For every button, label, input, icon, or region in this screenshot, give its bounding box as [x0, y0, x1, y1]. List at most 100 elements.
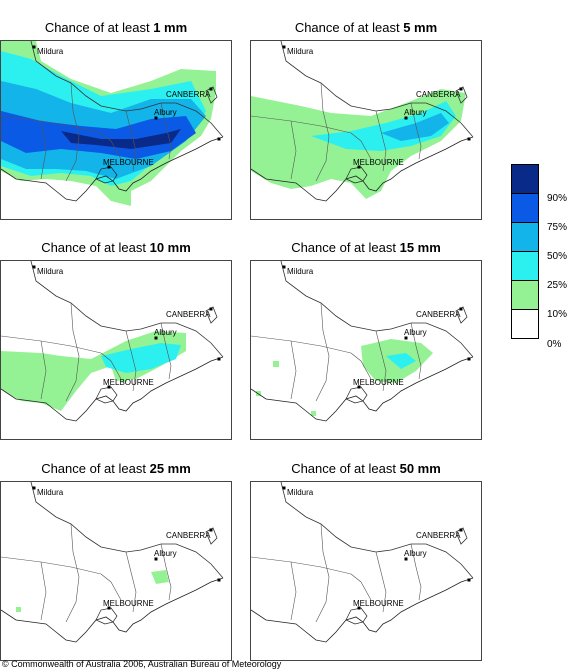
- port-phillip-bay: [345, 166, 368, 184]
- coastline: [251, 356, 474, 422]
- port-phillip-bay: [95, 607, 118, 625]
- label-melbourne: MELBOURNE: [353, 378, 404, 387]
- district-boundary: [251, 556, 352, 575]
- port-phillip-bay: [345, 386, 368, 404]
- label-canberra: CANBERRA: [166, 90, 211, 99]
- district-boundary: [125, 110, 137, 172]
- map-svg: Mildura CANBERRA Albury MELBOURNE: [251, 482, 474, 643]
- district-boundary: [375, 110, 387, 172]
- label-mildura: Mildura: [287, 47, 314, 56]
- label-melbourne: MELBOURNE: [103, 599, 154, 608]
- city-marker: [282, 486, 286, 490]
- port-phillip-bay: [95, 386, 118, 404]
- district-boundary: [410, 102, 422, 160]
- city-marker: [459, 528, 463, 532]
- city-marker: [357, 165, 361, 169]
- probability-cell: [41, 366, 49, 374]
- district-boundary: [160, 543, 172, 601]
- probability-region: [101, 343, 181, 373]
- city-marker: [357, 606, 361, 610]
- panel-title-50mm: Chance of at least 50 mm: [291, 461, 441, 476]
- legend-label-25: 25%: [547, 280, 568, 291]
- panel-title-10mm: Chance of at least 10 mm: [41, 240, 191, 255]
- city-marker: [404, 336, 408, 340]
- district-boundary: [315, 82, 330, 182]
- district-boundary: [125, 551, 137, 613]
- city-marker: [209, 87, 213, 91]
- city-marker: [459, 87, 463, 91]
- district-boundary: [290, 561, 297, 621]
- map-panel-1mm: Mildura CANBERRA Albury MELBOURNE: [0, 40, 232, 220]
- district-boundary: [410, 322, 422, 380]
- label-canberra: CANBERRA: [166, 310, 211, 319]
- label-canberra: CANBERRA: [416, 310, 461, 319]
- probability-cell: [16, 607, 21, 612]
- panel-title-1mm: Chance of at least 1 mm: [44, 20, 188, 35]
- port-phillip-bay: [345, 607, 368, 625]
- map-svg: Mildura CANBERRA Albury MELBOURNE: [1, 482, 224, 643]
- label-albury: Albury: [154, 549, 177, 558]
- city-marker: [32, 45, 36, 49]
- label-canberra: CANBERRA: [166, 531, 211, 540]
- label-melbourne: MELBOURNE: [103, 158, 154, 167]
- label-mildura: Mildura: [37, 267, 64, 276]
- probability-region: [311, 101, 456, 151]
- district-boundary: [160, 102, 172, 160]
- district-boundary: [100, 132, 122, 160]
- city-marker: [209, 307, 213, 311]
- legend-label-50: 50%: [547, 251, 568, 262]
- district-boundary: [65, 82, 80, 182]
- probability-region: [1, 111, 196, 159]
- map-panel-25mm: Mildura CANBERRA Albury MELBOURNE: [0, 481, 232, 661]
- label-melbourne: MELBOURNE: [103, 378, 154, 387]
- city-marker: [217, 357, 221, 361]
- district-boundary: [251, 335, 352, 354]
- label-mildura: Mildura: [287, 488, 314, 497]
- legend-swatch-50: [511, 222, 539, 252]
- copyright-notice: © Commonwealth of Australia 2006, Austra…: [2, 659, 282, 669]
- district-boundary: [315, 302, 330, 402]
- label-mildura: Mildura: [37, 488, 64, 497]
- city-marker: [154, 557, 158, 561]
- probability-cell: [311, 411, 316, 416]
- legend-label-10: 10%: [547, 309, 568, 320]
- district-boundary: [290, 340, 297, 400]
- city-marker: [107, 606, 111, 610]
- map-svg: Mildura CANBERRA Albury MELBOURNE: [251, 41, 474, 202]
- rain-probability-field: [1, 331, 186, 411]
- city-marker: [282, 265, 286, 269]
- district-boundary: [350, 573, 372, 601]
- city-marker: [467, 137, 471, 141]
- city-marker: [282, 45, 286, 49]
- district-boundary: [1, 556, 102, 575]
- probability-cell: [11, 376, 19, 384]
- label-albury: Albury: [404, 108, 427, 117]
- probability-region: [151, 570, 169, 584]
- coastline: [251, 577, 474, 643]
- city-marker: [32, 486, 36, 490]
- city-marker: [154, 116, 158, 120]
- city-marker: [467, 357, 471, 361]
- legend-label-75: 75%: [547, 222, 568, 233]
- city-marker: [217, 137, 221, 141]
- legend-swatch-25: [511, 251, 539, 281]
- district-boundary: [100, 352, 122, 380]
- rain-probability-field: [251, 89, 466, 199]
- port-phillip-bay: [95, 166, 118, 184]
- district-boundary: [410, 543, 422, 601]
- legend-label-90: 90%: [547, 193, 568, 204]
- rain-probability-field: [256, 339, 433, 416]
- legend-swatch-90: [511, 164, 539, 194]
- district-boundary: [125, 330, 137, 392]
- probability-region: [1, 331, 186, 411]
- coastline: [1, 577, 224, 643]
- city-marker: [467, 578, 471, 582]
- map-svg: Mildura CANBERRA Albury MELBOURNE: [1, 261, 224, 422]
- label-melbourne: MELBOURNE: [353, 599, 404, 608]
- probability-region: [386, 353, 416, 369]
- city-marker: [107, 385, 111, 389]
- legend-swatch-0: [511, 309, 539, 339]
- map-panel-10mm: Mildura CANBERRA Albury MELBOURNE: [0, 260, 232, 440]
- label-albury: Albury: [404, 549, 427, 558]
- map-panel-15mm: Mildura CANBERRA Albury MELBOURNE: [250, 260, 482, 440]
